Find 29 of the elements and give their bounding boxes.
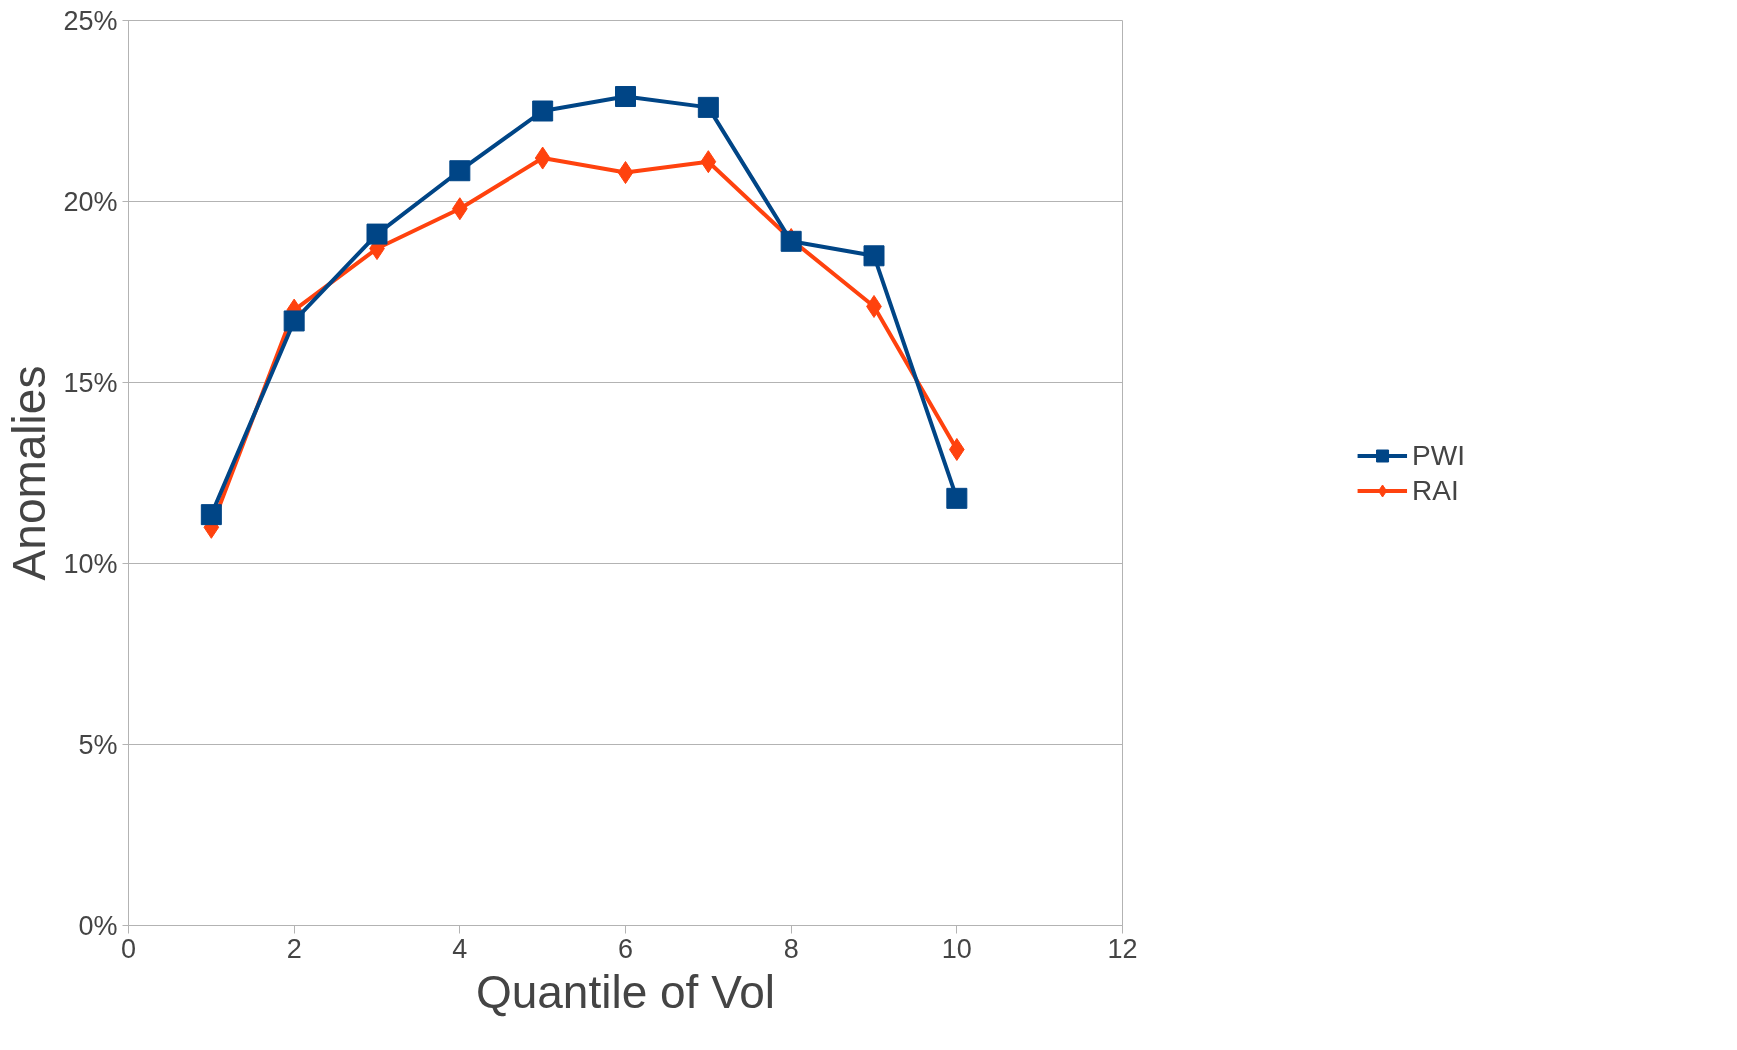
point bbox=[534, 146, 551, 170]
point bbox=[700, 150, 717, 174]
point bbox=[615, 86, 636, 108]
y-tick-label: 0% bbox=[78, 910, 118, 941]
point bbox=[532, 100, 554, 122]
point bbox=[283, 310, 305, 332]
point bbox=[200, 504, 222, 526]
y-tick-label: 20% bbox=[63, 186, 118, 217]
x-tick-label: 10 bbox=[941, 933, 972, 964]
point bbox=[863, 245, 885, 267]
legend-label: PWI bbox=[1412, 439, 1465, 471]
legend-label: RAI bbox=[1412, 474, 1459, 506]
x-tick-label: 0 bbox=[120, 933, 137, 964]
x-tick-label: 6 bbox=[617, 933, 634, 964]
x-axis-title: Quantile of Vol bbox=[475, 965, 776, 1018]
point bbox=[617, 161, 634, 185]
y-tick-label: 10% bbox=[63, 548, 118, 579]
x-tick-label: 12 bbox=[1107, 933, 1138, 964]
x-tick-label: 4 bbox=[452, 933, 468, 964]
y-tick-label: 25% bbox=[63, 5, 118, 36]
x-tick-label: 8 bbox=[783, 933, 799, 964]
point bbox=[697, 96, 719, 118]
point bbox=[366, 223, 388, 245]
point bbox=[946, 487, 968, 509]
point bbox=[449, 160, 471, 182]
x-tick-label: 2 bbox=[286, 933, 302, 964]
y-axis-title: Anomalies bbox=[3, 365, 56, 581]
y-tick-label: 5% bbox=[78, 729, 118, 760]
y-tick-label: 15% bbox=[63, 367, 118, 398]
